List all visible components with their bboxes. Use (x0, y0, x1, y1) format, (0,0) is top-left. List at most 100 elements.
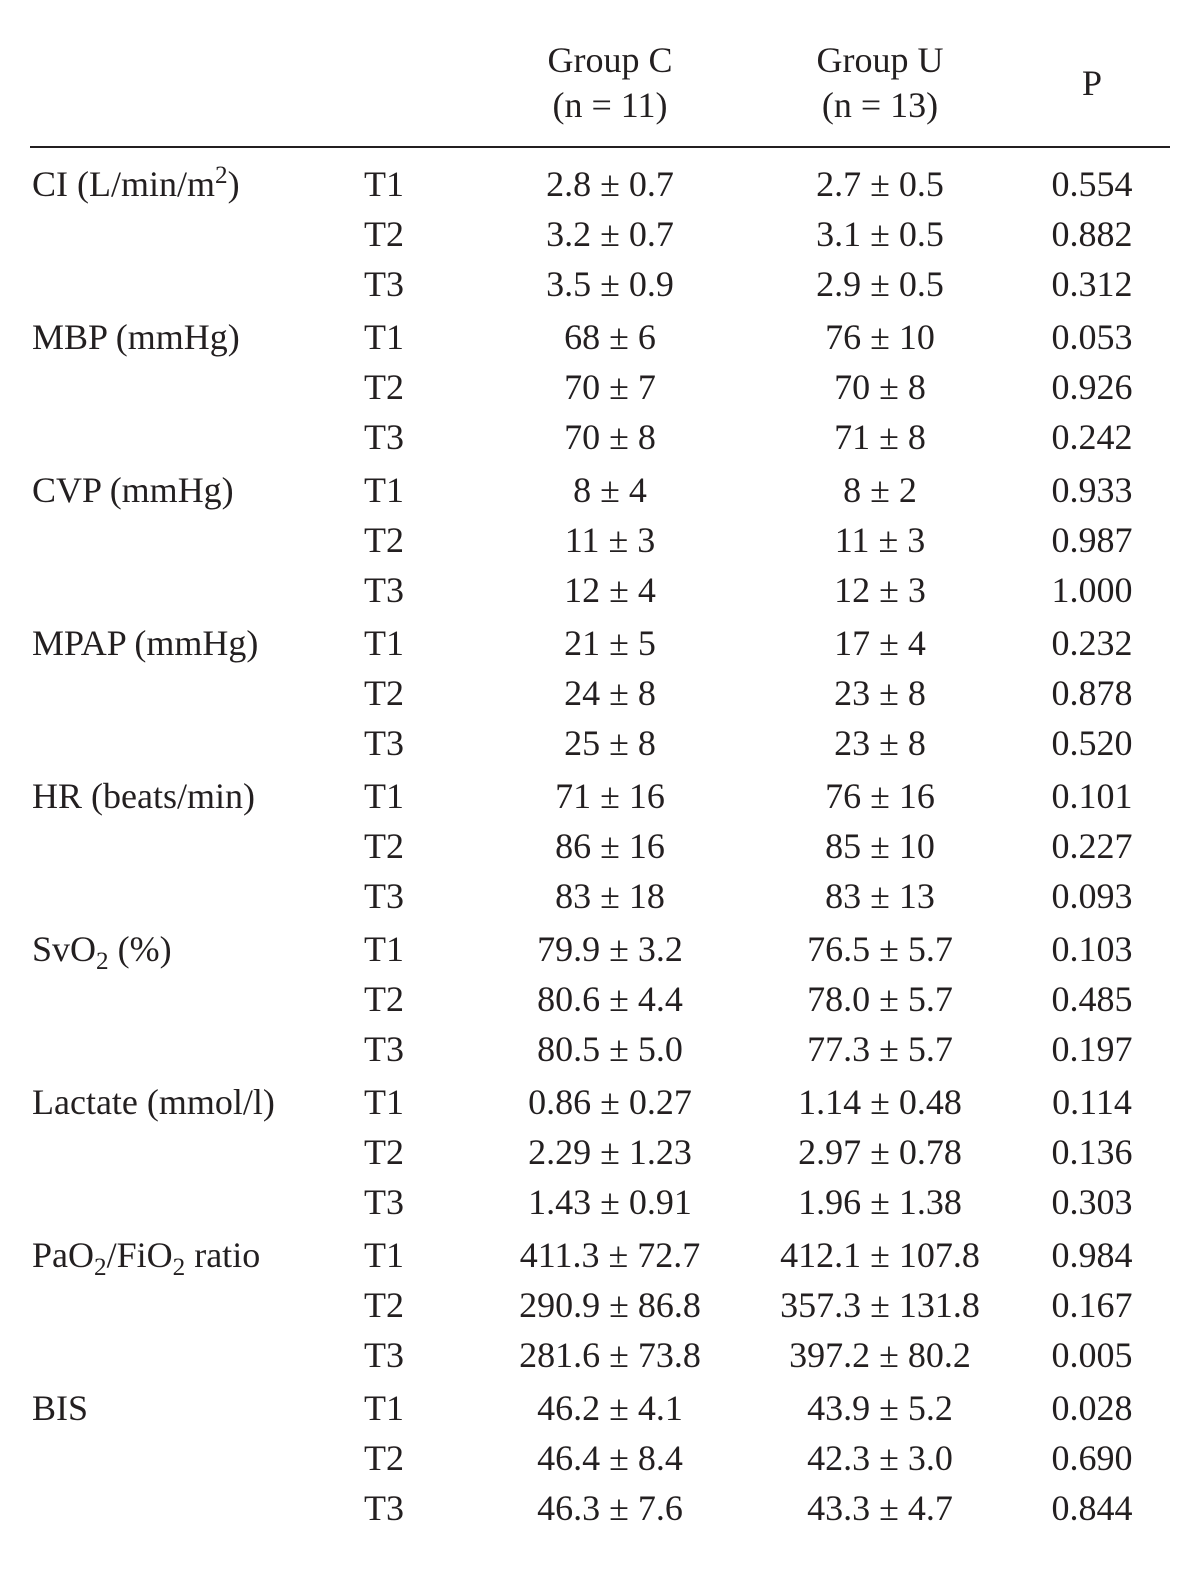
table-row: T312 ± 412 ± 31.000 (30, 565, 1170, 615)
p-value: 0.882 (1020, 209, 1170, 259)
group-u-value: 11 ± 3 (740, 515, 1020, 565)
group-c-value: 1.43 ± 0.91 (480, 1177, 740, 1227)
timepoint: T3 (360, 565, 480, 615)
p-value: 0.232 (1020, 615, 1170, 668)
group-u-value: 12 ± 3 (740, 565, 1020, 615)
parameter-label (30, 1280, 360, 1330)
timepoint: T3 (360, 412, 480, 462)
group-u-value: 43.3 ± 4.7 (740, 1483, 1020, 1533)
parameter-label (30, 1177, 360, 1227)
p-value: 0.005 (1020, 1330, 1170, 1380)
parameter-label (30, 871, 360, 921)
table-header: Group C (n = 11) Group U (n = 13) P (30, 30, 1170, 148)
p-value: 0.554 (1020, 148, 1170, 209)
timepoint: T2 (360, 974, 480, 1024)
group-c-value: 21 ± 5 (480, 615, 740, 668)
group-c-value: 11 ± 3 (480, 515, 740, 565)
p-value: 0.933 (1020, 462, 1170, 515)
parameter-label: SvO2 (%) (30, 921, 360, 974)
timepoint: T1 (360, 1074, 480, 1127)
group-u-value: 77.3 ± 5.7 (740, 1024, 1020, 1074)
group-c-value: 0.86 ± 0.27 (480, 1074, 740, 1127)
group-c-value: 8 ± 4 (480, 462, 740, 515)
parameter-label (30, 1433, 360, 1483)
table-body: CI (L/min/m2)T12.8 ± 0.72.7 ± 0.50.554T2… (30, 148, 1170, 1533)
p-value: 0.101 (1020, 768, 1170, 821)
group-c-value: 46.3 ± 7.6 (480, 1483, 740, 1533)
timepoint: T1 (360, 462, 480, 515)
header-blank-1 (30, 30, 360, 147)
hemodynamic-table: Group C (n = 11) Group U (n = 13) P CI (… (30, 30, 1170, 1533)
parameter-label (30, 565, 360, 615)
group-c-value: 2.29 ± 1.23 (480, 1127, 740, 1177)
group-c-value: 3.5 ± 0.9 (480, 259, 740, 309)
group-u-value: 43.9 ± 5.2 (740, 1380, 1020, 1433)
timepoint: T1 (360, 309, 480, 362)
group-c-value: 12 ± 4 (480, 565, 740, 615)
p-value: 0.844 (1020, 1483, 1170, 1533)
parameter-label (30, 209, 360, 259)
timepoint: T2 (360, 515, 480, 565)
parameter-label: MPAP (mmHg) (30, 615, 360, 668)
group-u-value: 412.1 ± 107.8 (740, 1227, 1020, 1280)
timepoint: T3 (360, 718, 480, 768)
group-u-value: 78.0 ± 5.7 (740, 974, 1020, 1024)
group-u-value: 85 ± 10 (740, 821, 1020, 871)
table-row: PaO2/FiO2 ratioT1411.3 ± 72.7412.1 ± 107… (30, 1227, 1170, 1280)
group-c-value: 70 ± 8 (480, 412, 740, 462)
table-row: Lactate (mmol/l)T10.86 ± 0.271.14 ± 0.48… (30, 1074, 1170, 1127)
table-row: BIST146.2 ± 4.143.9 ± 5.20.028 (30, 1380, 1170, 1433)
p-value: 0.485 (1020, 974, 1170, 1024)
timepoint: T1 (360, 768, 480, 821)
group-u-value: 76 ± 10 (740, 309, 1020, 362)
timepoint: T2 (360, 1280, 480, 1330)
timepoint: T3 (360, 1330, 480, 1380)
parameter-label (30, 259, 360, 309)
group-c-value: 411.3 ± 72.7 (480, 1227, 740, 1280)
group-c-value: 71 ± 16 (480, 768, 740, 821)
p-value: 0.227 (1020, 821, 1170, 871)
timepoint: T2 (360, 821, 480, 871)
table-row: CVP (mmHg)T18 ± 48 ± 20.933 (30, 462, 1170, 515)
header-group-c-line2: (n = 11) (484, 83, 736, 128)
p-value: 0.312 (1020, 259, 1170, 309)
timepoint: T1 (360, 148, 480, 209)
p-value: 0.242 (1020, 412, 1170, 462)
parameter-label (30, 515, 360, 565)
table-row: T31.43 ± 0.911.96 ± 1.380.303 (30, 1177, 1170, 1227)
table-row: T280.6 ± 4.478.0 ± 5.70.485 (30, 974, 1170, 1024)
timepoint: T3 (360, 1483, 480, 1533)
timepoint: T3 (360, 1177, 480, 1227)
p-value: 0.987 (1020, 515, 1170, 565)
parameter-label (30, 1127, 360, 1177)
group-u-value: 2.97 ± 0.78 (740, 1127, 1020, 1177)
timepoint: T1 (360, 615, 480, 668)
table-row: T33.5 ± 0.92.9 ± 0.50.312 (30, 259, 1170, 309)
table-row: T2290.9 ± 86.8357.3 ± 131.80.167 (30, 1280, 1170, 1330)
group-u-value: 397.2 ± 80.2 (740, 1330, 1020, 1380)
parameter-label (30, 718, 360, 768)
timepoint: T3 (360, 1024, 480, 1074)
table-row: T23.2 ± 0.73.1 ± 0.50.882 (30, 209, 1170, 259)
group-u-value: 42.3 ± 3.0 (740, 1433, 1020, 1483)
table-row: T270 ± 770 ± 80.926 (30, 362, 1170, 412)
group-c-value: 80.5 ± 5.0 (480, 1024, 740, 1074)
group-c-value: 2.8 ± 0.7 (480, 148, 740, 209)
timepoint: T2 (360, 362, 480, 412)
group-c-value: 290.9 ± 86.8 (480, 1280, 740, 1330)
p-value: 0.197 (1020, 1024, 1170, 1074)
timepoint: T3 (360, 871, 480, 921)
table-row: T22.29 ± 1.232.97 ± 0.780.136 (30, 1127, 1170, 1177)
group-u-value: 83 ± 13 (740, 871, 1020, 921)
parameter-label: CI (L/min/m2) (30, 148, 360, 209)
parameter-label (30, 412, 360, 462)
timepoint: T1 (360, 1380, 480, 1433)
p-value: 0.114 (1020, 1074, 1170, 1127)
group-u-value: 2.9 ± 0.5 (740, 259, 1020, 309)
group-c-value: 83 ± 18 (480, 871, 740, 921)
group-u-value: 76.5 ± 5.7 (740, 921, 1020, 974)
p-value: 0.167 (1020, 1280, 1170, 1330)
timepoint: T2 (360, 668, 480, 718)
group-c-value: 46.4 ± 8.4 (480, 1433, 740, 1483)
table-row: HR (beats/min)T171 ± 1676 ± 160.101 (30, 768, 1170, 821)
